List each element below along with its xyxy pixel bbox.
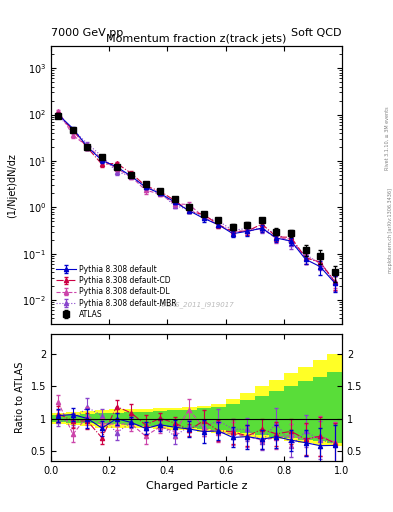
Text: Rivet 3.1.10, ≥ 3M events: Rivet 3.1.10, ≥ 3M events xyxy=(385,106,390,170)
X-axis label: Charged Particle z: Charged Particle z xyxy=(146,481,247,491)
Text: mcplots.cern.ch [arXiv:1306.3436]: mcplots.cern.ch [arXiv:1306.3436] xyxy=(387,188,393,273)
Y-axis label: Ratio to ATLAS: Ratio to ATLAS xyxy=(15,362,25,433)
Text: ATLAS_2011_I919017: ATLAS_2011_I919017 xyxy=(159,302,234,308)
Y-axis label: (1/Njet)dN/dz: (1/Njet)dN/dz xyxy=(7,153,17,218)
Text: Soft QCD: Soft QCD xyxy=(292,28,342,38)
Title: Momentum fraction z(track jets): Momentum fraction z(track jets) xyxy=(107,34,286,44)
Text: 7000 GeV pp: 7000 GeV pp xyxy=(51,28,123,38)
Legend: Pythia 8.308 default, Pythia 8.308 default-CD, Pythia 8.308 default-DL, Pythia 8: Pythia 8.308 default, Pythia 8.308 defau… xyxy=(55,263,178,321)
